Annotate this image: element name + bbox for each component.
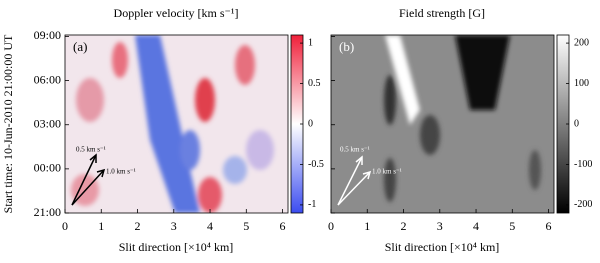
x-tick-label: 4 xyxy=(473,219,479,233)
colorbar-tick-label: -0.5 xyxy=(308,159,324,170)
x-tick-label: 3 xyxy=(171,219,177,233)
colorbar-tick-label: 1 xyxy=(308,37,313,48)
x-tick-label: 0 xyxy=(62,219,68,233)
y-tick-label: 09:00 xyxy=(34,28,61,42)
chart-title: Field strength [G] xyxy=(399,6,485,20)
colorbar-tick-label: -1 xyxy=(308,199,316,210)
x-tick-label: 5 xyxy=(509,219,515,233)
x-tick-label: 0 xyxy=(328,219,334,233)
x-tick-label: 6 xyxy=(546,219,552,233)
x-tick-label: 3 xyxy=(437,219,443,233)
x-tick-label: 5 xyxy=(243,219,249,233)
colorbar-tick-label: 100 xyxy=(574,78,589,89)
annotation: 0.5 km s⁻¹ xyxy=(76,146,106,154)
colorbar-tick-label: -100 xyxy=(574,159,592,170)
x-tick-label: 6 xyxy=(280,219,286,233)
colorbar-tick-label: 200 xyxy=(574,37,589,48)
x-tick-label: 4 xyxy=(207,219,213,233)
y-tick-label: 03:00 xyxy=(34,116,61,130)
colorbar-tick-label: 0 xyxy=(574,118,579,129)
velocity-arrows xyxy=(337,155,372,206)
y-axis-label: Start time: 10-Jun-2010 21:00:00 UT xyxy=(1,34,15,213)
colorbar-tick-label: 0.5 xyxy=(308,78,321,89)
x-tick-label: 2 xyxy=(401,219,407,233)
panel-label: (a) xyxy=(73,39,87,54)
x-tick-label: 1 xyxy=(364,219,370,233)
velocity-arrows xyxy=(71,153,106,206)
y-tick-label: 21:00 xyxy=(34,205,61,219)
y-tick-label: 00:00 xyxy=(34,161,61,175)
x-axis-label: Slit direction [×10⁴ km] xyxy=(119,240,234,254)
annotation: 1.0 km s⁻¹ xyxy=(106,168,136,176)
chart-title: Doppler velocity [km s⁻¹] xyxy=(114,6,239,20)
annotation: 0.5 km s⁻¹ xyxy=(340,146,370,154)
plot-frame xyxy=(64,34,289,214)
x-tick-label: 1 xyxy=(98,219,104,233)
x-tick-label: 2 xyxy=(135,219,141,233)
colorbar-tick-label: 0 xyxy=(308,118,313,129)
x-axis-label: Slit direction [×10⁴ km] xyxy=(385,240,500,254)
colorbar-tick-label: -200 xyxy=(574,199,592,210)
doppler-image xyxy=(65,35,288,213)
y-tick-label: 06:00 xyxy=(34,72,61,86)
plot-frame xyxy=(330,34,555,214)
field-image xyxy=(331,35,554,213)
panel-label: (b) xyxy=(339,39,354,54)
annotation: 1.0 km s⁻¹ xyxy=(372,168,402,176)
